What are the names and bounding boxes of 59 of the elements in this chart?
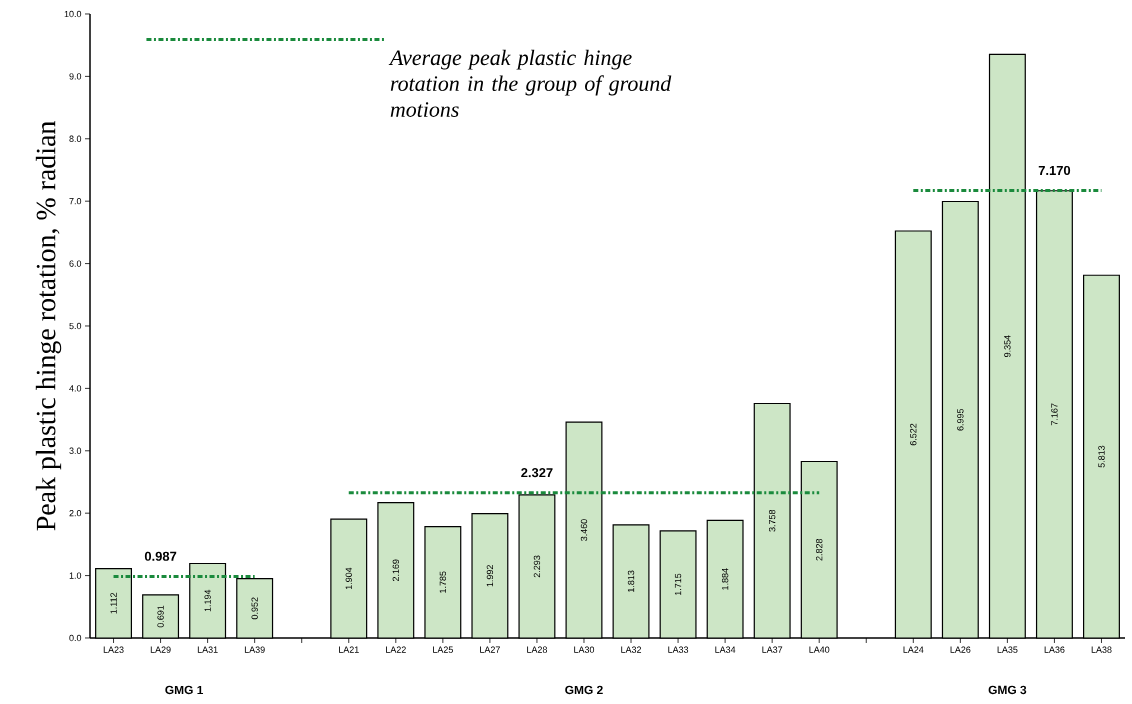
- x-tick-label: LA29: [150, 646, 171, 653]
- data-label: 6.995: [957, 408, 964, 431]
- x-tick-label: LA32: [621, 646, 642, 653]
- x-tick-label: LA40: [809, 646, 830, 653]
- x-tick-label: LA28: [527, 646, 548, 653]
- data-label: 2.327: [521, 468, 553, 478]
- data-label: 0.952: [251, 597, 258, 620]
- data-label: 1.785: [439, 571, 447, 593]
- x-tick-label: LA22: [386, 646, 406, 653]
- y-tick-label: 7.0: [69, 198, 82, 205]
- x-tick-label: LA31: [197, 646, 218, 653]
- x-tick-label: LA35: [997, 646, 1018, 653]
- text: GMG 2: [565, 685, 603, 695]
- y-tick-label: 6.0: [69, 260, 82, 267]
- x-tick-label: LA26: [950, 646, 971, 653]
- x-tick-label: LA39: [244, 646, 265, 653]
- data-label: 2.828: [816, 538, 823, 561]
- text: GMG 3: [988, 685, 1027, 695]
- data-label: 6.522: [910, 423, 917, 446]
- x-tick-label: LA37: [762, 646, 783, 653]
- data-label: 5.813: [1098, 445, 1105, 468]
- x-tick-label: LA23: [103, 646, 124, 653]
- y-tick-label: 2.0: [69, 510, 82, 517]
- x-tick-label: LA27: [480, 646, 500, 653]
- y-tick-label: 3.0: [69, 447, 82, 454]
- x-tick-label: LA33: [668, 646, 689, 653]
- x-tick-label: LA36: [1044, 646, 1065, 653]
- data-label: 0.691: [157, 605, 164, 628]
- text: GMG 1: [165, 685, 204, 695]
- data-label: 1.904: [345, 567, 352, 590]
- x-tick-label: LA34: [715, 646, 736, 653]
- y-axis-title: Peak plastic hinge rotation, % radian: [35, 121, 62, 531]
- data-label: 0.987: [144, 551, 177, 561]
- data-label: 1.112: [110, 592, 117, 614]
- data-label: 3.460: [580, 519, 588, 541]
- data-label: 9.354: [1004, 335, 1011, 357]
- x-tick-label: LA24: [903, 646, 924, 653]
- x-tick-label: LA30: [574, 646, 595, 653]
- data-label: 1.715: [674, 573, 682, 596]
- data-label: 1.992: [486, 565, 494, 587]
- data-label: 1.194: [204, 589, 211, 612]
- y-tick-label: 0.0: [69, 634, 82, 642]
- x-tick-label: LA21: [339, 646, 359, 653]
- y-tick-label: 9.0: [69, 73, 82, 80]
- y-tick-label: 10.0: [64, 10, 82, 18]
- data-label: 7.167: [1051, 403, 1058, 426]
- data-label: 2.169: [392, 559, 399, 582]
- y-tick-label: 5.0: [69, 322, 82, 330]
- data-label: 2.293: [533, 555, 541, 578]
- y-tick-label: 4.0: [69, 385, 82, 392]
- y-tick-label: 1.0: [69, 572, 82, 579]
- data-label: 3.758: [768, 509, 776, 532]
- y-tick-label: 8.0: [69, 135, 82, 142]
- x-tick-label: LA25: [433, 646, 453, 653]
- data-label: 7.170: [1038, 165, 1071, 176]
- data-label: 1.884: [721, 568, 729, 590]
- data-label: 1.813: [627, 570, 635, 592]
- text: Average peak plastic hinge rotation in the group of ground motions: [388, 49, 672, 117]
- x-tick-label: LA38: [1091, 646, 1112, 653]
